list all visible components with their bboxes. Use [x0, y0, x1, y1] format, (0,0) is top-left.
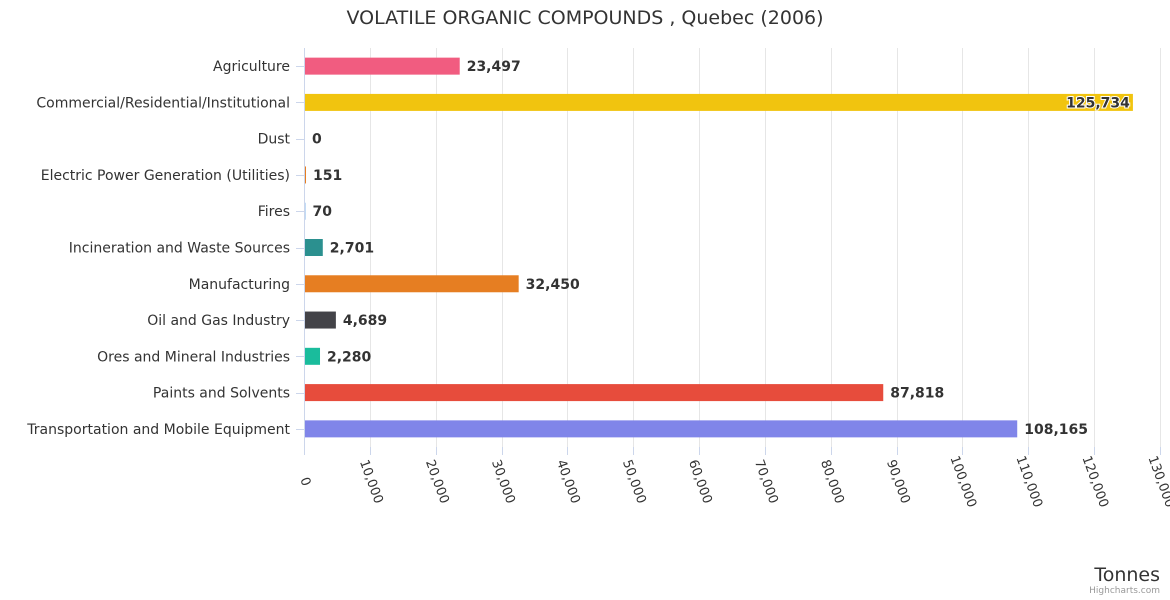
bar[interactable]: [305, 347, 321, 365]
category-label: Commercial/Residential/Institutional: [36, 95, 290, 111]
bar[interactable]: [305, 311, 336, 329]
x-tick-label: 80,000: [817, 458, 847, 506]
x-tick-label: 40,000: [553, 458, 583, 506]
value-axis-title: Tonnes: [1094, 564, 1160, 586]
x-tick-label: 130,000: [1145, 454, 1170, 510]
bar[interactable]: [305, 420, 1018, 438]
data-label: 0: [312, 132, 322, 148]
x-tick-label: 70,000: [751, 458, 781, 506]
category-label: Electric Power Generation (Utilities): [41, 168, 290, 184]
category-label: Agriculture: [213, 59, 290, 75]
category-label: Incineration and Waste Sources: [69, 241, 290, 257]
data-label: 32,450: [526, 277, 580, 293]
category-label: Oil and Gas Industry: [147, 313, 290, 329]
x-tick-label: 100,000: [947, 454, 979, 510]
data-label: 108,165: [1024, 422, 1088, 438]
axes: [296, 48, 1161, 455]
data-label: 87,818: [890, 386, 944, 402]
bars: [305, 57, 1133, 438]
chart-title: VOLATILE ORGANIC COMPOUNDS , Quebec (200…: [346, 7, 824, 29]
data-label: 23,497: [467, 59, 521, 75]
x-tick-label: 110,000: [1013, 454, 1045, 510]
data-label: 125,734: [1066, 95, 1130, 111]
data-label: 70: [312, 204, 332, 220]
category-label: Fires: [258, 204, 290, 220]
bar[interactable]: [305, 239, 323, 256]
bar[interactable]: [305, 166, 306, 184]
bar[interactable]: [305, 93, 1133, 111]
data-label: 2,280: [327, 349, 372, 365]
x-tick-label: 0: [296, 475, 313, 488]
category-label: Paints and Solvents: [153, 386, 290, 402]
x-tick-label: 120,000: [1079, 454, 1111, 510]
bar[interactable]: [305, 57, 460, 75]
category-label: Dust: [258, 132, 291, 148]
x-tick-label: 10,000: [356, 458, 386, 506]
grid-lines: [370, 48, 1161, 447]
bar[interactable]: [305, 384, 884, 402]
category-label: Manufacturing: [189, 277, 290, 293]
credits-link[interactable]: Highcharts.com: [1089, 586, 1160, 596]
x-tick-label: 50,000: [619, 458, 649, 506]
x-tick-label: 60,000: [685, 458, 715, 506]
data-label: 2,701: [330, 241, 374, 257]
category-label: Ores and Mineral Industries: [97, 349, 290, 365]
category-label: Transportation and Mobile Equipment: [26, 422, 290, 438]
data-label: 151: [313, 168, 342, 184]
data-label: 4,689: [343, 313, 387, 329]
bar[interactable]: [305, 275, 519, 293]
labels: 0 10,000 20,000 30,000 40,000 50,000 60,000 70,…: [26, 59, 1170, 509]
x-tick-label: 20,000: [422, 458, 452, 506]
x-tick-label: 90,000: [883, 458, 913, 506]
x-tick-label: 30,000: [488, 458, 518, 506]
